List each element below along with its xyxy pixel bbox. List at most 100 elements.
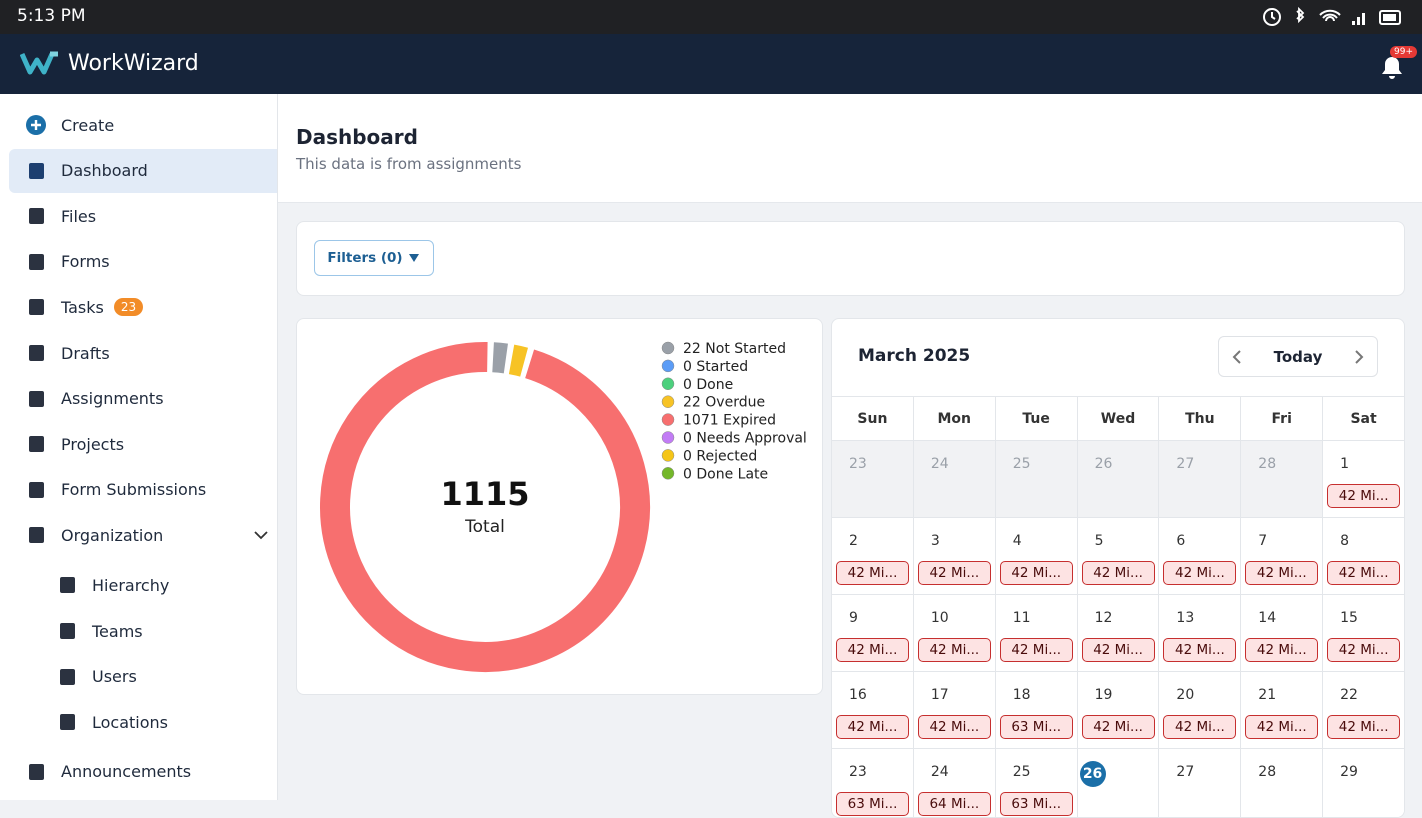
nav-item[interactable]: Projects — [9, 422, 277, 466]
event-pill[interactable]: 42 Mi... — [1327, 715, 1401, 739]
day-cell[interactable]: 6 42 Mi... — [1159, 518, 1242, 595]
event-pill[interactable]: 42 Mi... — [1245, 715, 1319, 739]
event-pill[interactable]: 42 Mi... — [1081, 638, 1155, 662]
event-pill[interactable]: 42 Mi... — [836, 638, 909, 662]
nav-subitem[interactable]: Users — [9, 655, 277, 699]
day-cell[interactable]: 23 63 Mi... — [832, 749, 914, 817]
day-number: 2 — [849, 533, 858, 549]
day-cell[interactable]: 24 — [913, 441, 996, 518]
filters-label: Filters (0) — [327, 250, 403, 266]
day-cell[interactable]: 23 — [832, 441, 914, 518]
nav-icon — [29, 299, 44, 316]
nav-item[interactable]: Assignments — [9, 377, 277, 421]
event-pill[interactable]: 64 Mi... — [917, 792, 991, 816]
day-cell[interactable]: 28 — [1241, 441, 1324, 518]
day-number: 1 — [1340, 456, 1350, 472]
nav-item[interactable]: Dashboard — [9, 148, 277, 193]
event-pill[interactable]: 42 Mi... — [836, 715, 909, 739]
nav-item[interactable]: Form Submissions — [9, 468, 277, 512]
event-pill[interactable]: 42 Mi... — [1245, 561, 1319, 585]
day-number: 6 — [1176, 533, 1186, 549]
nav-item[interactable]: Create — [9, 103, 277, 147]
today-button[interactable]: Today — [1273, 347, 1323, 366]
day-cell[interactable]: 12 42 Mi... — [1077, 595, 1160, 672]
event-pill[interactable]: 42 Mi... — [1081, 715, 1155, 739]
calendar-nav: Today — [1218, 336, 1378, 377]
day-cell[interactable]: 13 42 Mi... — [1159, 595, 1242, 672]
day-cell[interactable]: 21 42 Mi... — [1241, 672, 1324, 749]
day-cell[interactable]: 22 42 Mi... — [1323, 672, 1404, 749]
prev-button[interactable] — [1231, 349, 1243, 365]
next-button[interactable] — [1353, 349, 1365, 365]
bell[interactable] — [1378, 52, 1406, 80]
event-pill[interactable]: 42 Mi... — [1163, 561, 1237, 585]
event-pill[interactable]: 63 Mi... — [999, 792, 1073, 816]
event-pill[interactable]: 42 Mi... — [1327, 561, 1401, 585]
day-cell[interactable]: 3 42 Mi... — [913, 518, 996, 595]
day-number: 27 — [1176, 456, 1195, 472]
day-cell[interactable]: 5 42 Mi... — [1077, 518, 1160, 595]
day-cell[interactable]: 28 — [1241, 749, 1324, 817]
day-cell[interactable]: 26 — [1077, 441, 1160, 518]
nav-icon — [29, 763, 44, 780]
day-cell[interactable]: 11 42 Mi... — [995, 595, 1078, 672]
event-pill[interactable]: 42 Mi... — [917, 715, 991, 739]
nav-subitem[interactable]: Teams — [9, 609, 277, 653]
event-pill[interactable]: 42 Mi... — [999, 638, 1073, 662]
nav-subitem[interactable]: Hierarchy — [9, 563, 277, 607]
nav-item[interactable]: Tasks 23 — [9, 285, 277, 329]
event-pill[interactable]: 42 Mi... — [1163, 715, 1237, 739]
event-pill[interactable]: 42 Mi... — [1163, 638, 1237, 662]
day-cell[interactable]: 8 42 Mi... — [1323, 518, 1404, 595]
event-pill[interactable]: 42 Mi... — [1327, 638, 1401, 662]
day-cell[interactable]: 10 42 Mi... — [913, 595, 996, 672]
day-cell[interactable]: 26 — [1077, 749, 1160, 817]
day-number: 17 — [930, 687, 949, 703]
day-cell[interactable]: 27 — [1159, 441, 1242, 518]
day-number: 10 — [930, 610, 949, 626]
day-cell[interactable]: 19 42 Mi... — [1077, 672, 1160, 749]
event-pill[interactable]: 63 Mi... — [836, 792, 909, 816]
day-cell[interactable]: 9 42 Mi... — [832, 595, 914, 672]
icon-shape — [29, 299, 44, 316]
day-cell[interactable]: 1 42 Mi... — [1323, 441, 1404, 518]
event-pill[interactable]: 42 Mi... — [836, 561, 909, 585]
legend-value: 0 — [683, 466, 692, 482]
day-cell[interactable]: 27 — [1159, 749, 1242, 817]
day-cell[interactable]: 17 42 Mi... — [913, 672, 996, 749]
day-cell[interactable]: 25 — [995, 441, 1078, 518]
day-cell[interactable]: 14 42 Mi... — [1241, 595, 1324, 672]
day-cell[interactable]: 15 42 Mi... — [1323, 595, 1404, 672]
nav-item[interactable]: Organization — [9, 513, 277, 557]
calendar-card: March 2025 Today Sun Mon Tue Wed Thu Fri Sat 23… — [831, 318, 1405, 818]
event-pill[interactable]: 42 Mi... — [999, 561, 1073, 585]
nav-icon — [60, 577, 75, 594]
event-pill[interactable]: 42 Mi... — [917, 638, 991, 662]
legend-label: 0 Rejected — [683, 448, 757, 464]
event-pill[interactable]: 42 Mi... — [1081, 561, 1155, 585]
nav-item[interactable]: Drafts — [9, 331, 277, 375]
nav-item[interactable]: Forms — [9, 240, 277, 284]
nav-label: Organization — [61, 525, 164, 545]
nav-item[interactable]: Announcements — [9, 750, 277, 794]
nav-item[interactable]: Files — [9, 194, 277, 238]
nav-subitem[interactable]: Locations — [9, 700, 277, 744]
day-cell[interactable]: 2 42 Mi... — [832, 518, 914, 595]
day-cell[interactable]: 16 42 Mi... — [832, 672, 914, 749]
day-cell[interactable]: 25 63 Mi... — [995, 749, 1078, 817]
day-cell[interactable]: 29 — [1323, 749, 1404, 817]
day-cell[interactable]: 18 63 Mi... — [995, 672, 1078, 749]
filters-button[interactable]: Filters (0) — [314, 240, 434, 276]
day-cell[interactable]: 7 42 Mi... — [1241, 518, 1324, 595]
legend-swatch — [661, 467, 675, 480]
day-cell[interactable]: 24 64 Mi... — [913, 749, 996, 817]
event-pill[interactable]: 63 Mi... — [999, 715, 1073, 739]
day-cell[interactable]: 4 42 Mi... — [995, 518, 1078, 595]
legend-category: Started — [696, 359, 748, 375]
day-cell[interactable]: 20 42 Mi... — [1159, 672, 1242, 749]
event-pill[interactable]: 42 Mi... — [917, 561, 991, 585]
event-pill[interactable]: 42 Mi... — [1327, 484, 1401, 508]
nav-label: Create — [61, 115, 115, 135]
event-pill[interactable]: 42 Mi... — [1245, 638, 1319, 662]
